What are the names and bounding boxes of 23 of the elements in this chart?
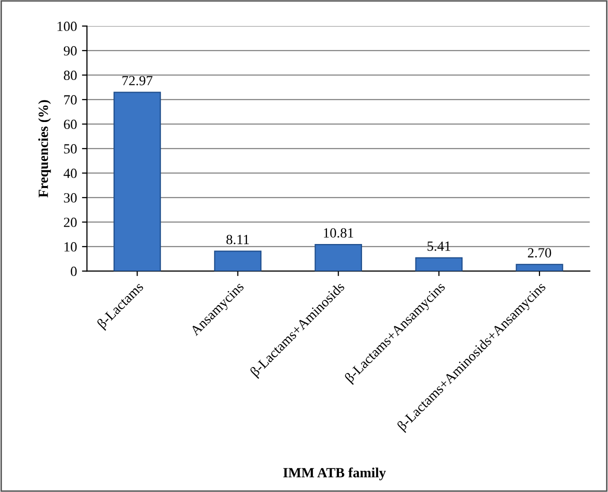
data-label: 2.70 <box>528 248 552 258</box>
data-label: 10.81 <box>324 228 354 238</box>
bar <box>114 92 161 272</box>
y-tick-label: 10 <box>64 242 77 252</box>
data-label: 8.11 <box>226 234 249 244</box>
data-label: 5.41 <box>428 242 450 251</box>
y-tick-label: 90 <box>64 46 77 56</box>
x-axis-title: IMM ATB family <box>283 467 386 480</box>
y-tick-label: 100 <box>58 22 77 32</box>
y-tick-label: 30 <box>64 193 77 203</box>
y-tick-label: 40 <box>64 168 77 178</box>
y-tick-label: 60 <box>64 120 77 130</box>
y-tick-label: 0 <box>70 266 77 276</box>
y-tick-label: 20 <box>64 218 77 228</box>
bar <box>516 264 564 272</box>
data-label: 72.97 <box>122 76 152 86</box>
bar <box>415 257 463 272</box>
y-tick-label: 80 <box>64 70 77 80</box>
bar <box>314 244 362 272</box>
bar <box>214 250 262 272</box>
y-tick-label: 70 <box>64 95 77 105</box>
y-tick-label: 50 <box>64 144 77 154</box>
y-axis-title: Frequencies (%) <box>38 100 51 198</box>
